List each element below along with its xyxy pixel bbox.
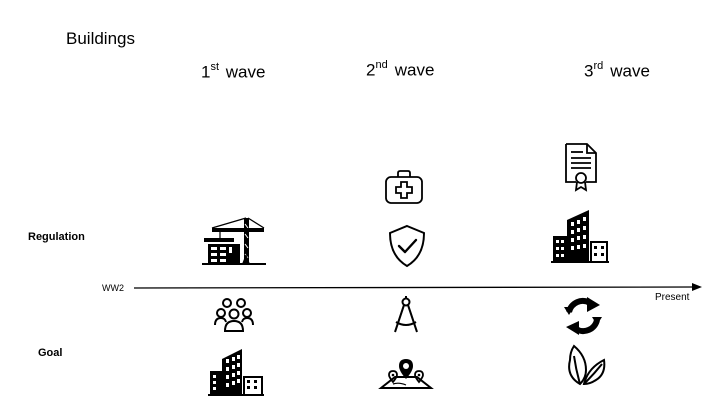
office-buildings-icon bbox=[208, 349, 264, 396]
goal-row-label: Goal bbox=[38, 347, 63, 359]
medical-kit-icon bbox=[385, 170, 423, 204]
recycle-arrows-icon bbox=[564, 297, 602, 335]
office-buildings-icon bbox=[551, 210, 609, 263]
regulation-row-label: Regulation bbox=[28, 231, 85, 243]
wave-1-header: 1st wave bbox=[201, 61, 266, 82]
map-location-icon bbox=[378, 359, 434, 389]
drafting-compass-icon bbox=[394, 296, 418, 333]
shield-check-icon bbox=[388, 224, 426, 268]
leaves-icon bbox=[568, 344, 606, 386]
wave-3-header: 3rd wave bbox=[584, 60, 650, 81]
diagram-title: Buildings bbox=[66, 29, 135, 48]
construction-crane-icon bbox=[202, 217, 266, 265]
certificate-document-icon bbox=[565, 143, 597, 192]
people-group-icon bbox=[214, 298, 254, 332]
wave-2-header: 2nd wave bbox=[366, 59, 435, 80]
timeline-end-label: Present bbox=[655, 292, 690, 303]
timeline-start-label: WW2 bbox=[102, 283, 124, 293]
